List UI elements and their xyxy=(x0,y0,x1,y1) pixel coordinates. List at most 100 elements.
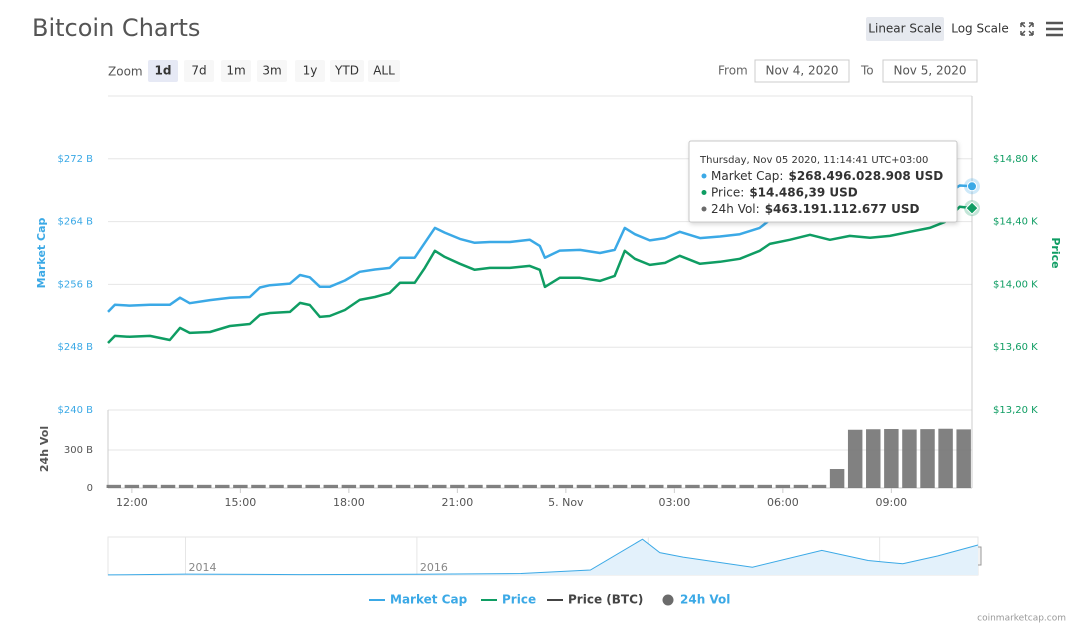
page-title: Bitcoin Charts xyxy=(32,14,200,42)
y2-tick-label: $13,60 K xyxy=(993,342,1038,353)
x-tick-label: 12:00 xyxy=(116,496,148,509)
vol-bar xyxy=(793,484,809,488)
vol-bar xyxy=(124,484,140,488)
zoom-button-bg xyxy=(184,60,214,82)
vol-bar xyxy=(142,484,158,488)
zoom-button-label: 7d xyxy=(191,64,206,78)
tooltip-row: Market Cap: $268.496.028.908 USD xyxy=(711,169,943,183)
tooltip-box xyxy=(688,140,958,223)
x-tick-label: 5. Nov xyxy=(548,496,584,509)
x-tick-label: 18:00 xyxy=(333,496,365,509)
vol-bar xyxy=(468,484,483,488)
vol-bar xyxy=(703,484,718,488)
zoom-button-bg xyxy=(368,60,400,82)
vol-axis-title: 24h Vol xyxy=(38,426,51,472)
tooltip-row: Price: $14.486,39 USD xyxy=(711,185,858,199)
y-tick-label: $272 B xyxy=(58,154,94,165)
vol-bar xyxy=(576,484,592,488)
scale-button[interactable]: Log Scale xyxy=(951,22,1009,36)
zoom-button[interactable]: 3m xyxy=(257,60,287,82)
zoom-button[interactable]: 1m xyxy=(221,60,251,82)
zoom-button[interactable]: 1y xyxy=(295,60,325,82)
tooltip-row-label: Price: xyxy=(711,185,744,199)
vol-tick-label: 300 B xyxy=(64,445,93,456)
tooltip-bullet xyxy=(701,190,707,195)
navigator-line xyxy=(107,538,979,576)
vol-bar xyxy=(884,428,899,488)
zoom-button[interactable]: YTD xyxy=(330,60,364,82)
legend-label: Price (BTC) xyxy=(568,593,643,607)
vol-bar xyxy=(938,428,953,488)
zoom-button[interactable]: 1d xyxy=(148,60,178,82)
vol-bar xyxy=(450,484,465,488)
vol-bar xyxy=(685,484,700,488)
zoom-button-label: YTD xyxy=(334,64,359,78)
vol-bar xyxy=(847,429,863,488)
x-tick-label: 03:00 xyxy=(659,496,691,509)
to-input[interactable] xyxy=(882,59,978,83)
tooltip-date: Thursday, Nov 05 2020, 11:14:41 UTC+03:0… xyxy=(699,155,928,166)
legend-label: Market Cap xyxy=(390,593,468,607)
navigator-tick-label: 2016 xyxy=(420,561,448,574)
zoom-label: Zoom xyxy=(108,65,143,79)
x-tick-label: 21:00 xyxy=(442,496,474,509)
tooltip-row-value: $268.496.028.908 USD xyxy=(788,169,943,183)
vol-bar xyxy=(775,484,791,488)
vol-bar xyxy=(413,484,429,488)
vol-bar xyxy=(106,484,122,488)
x-tick-label: 15:00 xyxy=(225,496,257,509)
vol-bar xyxy=(377,484,393,488)
legend-symbol xyxy=(662,594,674,606)
vol-bar xyxy=(739,484,754,488)
from-input[interactable] xyxy=(754,59,850,83)
zoom-button-bg xyxy=(148,60,178,82)
legend-item[interactable]: Price xyxy=(481,593,536,607)
scale-button-label: Linear Scale xyxy=(868,22,941,36)
footer-credit: coinmarketcap.com xyxy=(977,614,1066,623)
legend-item[interactable]: Market Cap xyxy=(369,593,468,607)
from-value: Nov 4, 2020 xyxy=(765,64,838,78)
vol-bar xyxy=(902,429,917,488)
y2-axis-title: Price xyxy=(1049,237,1062,268)
vol-bar xyxy=(829,469,845,488)
tooltip-row-value: $14.486,39 USD xyxy=(749,185,857,199)
zoom-button-bg xyxy=(257,60,287,82)
vol-bar xyxy=(594,484,610,488)
menu-icon[interactable] xyxy=(1046,21,1063,37)
vol-bar xyxy=(395,484,411,488)
hover-marker xyxy=(965,201,979,215)
legend-item[interactable]: 24h Vol xyxy=(662,593,731,607)
vol-bar xyxy=(269,484,284,488)
zoom-button[interactable]: 7d xyxy=(184,60,214,82)
y-tick-label: $248 B xyxy=(58,342,94,353)
vol-bar xyxy=(612,484,628,488)
zoom-button[interactable]: ALL xyxy=(368,60,400,82)
y2-tick-label: $14,00 K xyxy=(993,279,1038,290)
tooltip-row-value: $463.191.112.677 USD xyxy=(765,202,920,216)
tooltip-row: 24h Vol: $463.191.112.677 USD xyxy=(711,202,919,216)
expand-icon[interactable] xyxy=(1020,22,1034,36)
scale-button[interactable]: Linear Scale xyxy=(866,17,944,41)
to-value: Nov 5, 2020 xyxy=(893,64,966,78)
series-line xyxy=(107,205,973,344)
vol-bar xyxy=(341,484,357,488)
legend-item[interactable]: Price (BTC) xyxy=(547,593,643,607)
vol-bar xyxy=(359,484,375,488)
x-tick-label: 09:00 xyxy=(875,496,907,509)
vol-bar xyxy=(233,484,248,488)
vol-bar xyxy=(305,484,320,488)
y-tick-label: $264 B xyxy=(58,217,94,228)
x-tick-label: 06:00 xyxy=(767,496,799,509)
vol-bar xyxy=(667,484,682,488)
vol-bar xyxy=(215,484,230,488)
vol-bar xyxy=(196,484,212,488)
legend-label: 24h Vol xyxy=(680,593,730,607)
vol-bar xyxy=(160,484,176,488)
y2-tick-label: $13,20 K xyxy=(993,405,1038,416)
vol-bar xyxy=(432,484,447,488)
vol-tick-label: 0 xyxy=(87,483,93,494)
tooltip-bullet xyxy=(701,173,707,179)
scale-button-label: Log Scale xyxy=(951,22,1009,36)
hover-marker xyxy=(967,181,977,192)
